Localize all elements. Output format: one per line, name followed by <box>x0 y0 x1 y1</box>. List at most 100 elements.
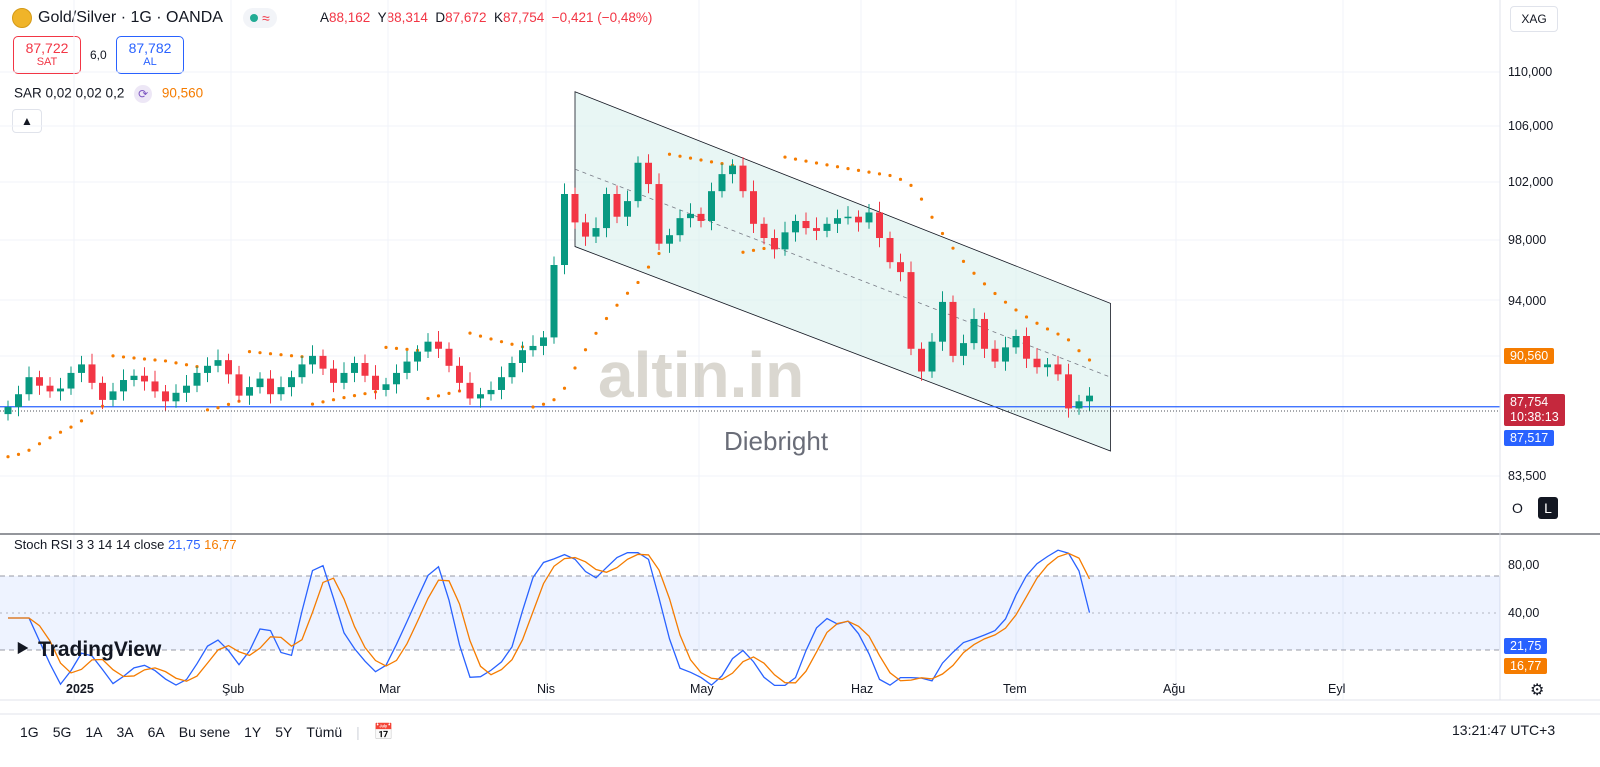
sar-dot <box>919 197 924 201</box>
sell-label: SAT <box>36 56 58 68</box>
buy-button[interactable]: 87,782 AL <box>116 36 184 74</box>
calendar-icon[interactable]: 📅 <box>373 724 394 741</box>
range-1y[interactable]: 1Y <box>244 724 262 740</box>
candle-body <box>46 385 54 392</box>
wave-icon: ≈ <box>261 10 270 26</box>
sell-button[interactable]: 87,722 SAT <box>13 36 81 74</box>
range-1a[interactable]: 1A <box>85 724 103 740</box>
candle-body <box>592 228 600 237</box>
candle-body <box>225 360 232 375</box>
symbol-header[interactable]: Gold/Silver · 1G · OANDA ≈ <box>12 8 277 28</box>
price-tick: 110,000 <box>1508 65 1553 79</box>
sar-dot <box>594 331 598 335</box>
currency-button[interactable]: XAG <box>1510 6 1558 32</box>
sar-dot <box>289 354 294 358</box>
sar-dot <box>121 355 126 359</box>
parabolic-sar <box>6 152 1092 459</box>
auto-scale-button[interactable]: L <box>1538 497 1558 519</box>
sar-dot <box>478 334 483 338</box>
candle-body <box>477 394 484 399</box>
candle-body <box>330 368 337 383</box>
candle-body <box>802 220 810 229</box>
time-tick: Haz <box>851 682 874 696</box>
range-5g[interactable]: 5G <box>52 724 72 740</box>
candle-body <box>1044 364 1051 368</box>
sell-price: 87,722 <box>25 40 69 56</box>
refresh-icon[interactable]: ⟳ <box>134 85 153 103</box>
sar-dot <box>247 350 252 354</box>
sar-dot <box>909 183 913 188</box>
range-6a[interactable]: 6A <box>147 724 165 740</box>
settings-gear-icon[interactable]: ⚙ <box>1530 682 1545 699</box>
sar-dot <box>615 303 619 307</box>
time-tick: 2025 <box>66 682 94 696</box>
author-watermark: Diebright <box>724 426 829 456</box>
candle-body <box>67 372 75 389</box>
sar-dot <box>825 163 829 167</box>
candle-body <box>361 362 369 376</box>
sar-dot <box>573 366 577 370</box>
candle-body <box>25 377 33 395</box>
sar-dot <box>111 354 115 358</box>
log-scale-button[interactable]: O <box>1512 500 1523 516</box>
sar-dot <box>384 345 388 349</box>
candle-body <box>771 238 778 250</box>
candle-body <box>550 265 558 338</box>
clock[interactable]: 13:21:47 UTC+3 <box>1452 722 1556 738</box>
candle-body <box>456 365 463 383</box>
candle-body <box>246 387 253 396</box>
candles <box>4 154 1093 421</box>
candle-body <box>109 391 117 400</box>
candle-body <box>351 362 358 373</box>
market-status[interactable]: ≈ <box>242 8 277 28</box>
candle-body <box>844 216 852 219</box>
candle-body <box>676 218 684 236</box>
candle-body <box>214 360 222 366</box>
candle-body <box>57 388 64 392</box>
range-all[interactable]: Tümü <box>306 724 343 740</box>
last-price-tag: 87,754 10:38:13 <box>1504 394 1565 426</box>
collapse-legend-button[interactable]: ▲ <box>12 109 42 133</box>
candle-body <box>235 374 243 396</box>
candle-body <box>298 364 306 378</box>
candle-body <box>204 365 211 373</box>
sar-legend[interactable]: SAR 0,02 0,02 0,2 ⟳ 90,560 <box>14 85 203 103</box>
range-5y[interactable]: 5Y <box>275 724 293 740</box>
sar-dot <box>226 402 231 406</box>
stoch-k-value: 21,75 <box>167 537 201 552</box>
candle-body <box>183 385 190 393</box>
sar-dot <box>405 347 409 351</box>
sar-dot <box>646 265 651 269</box>
candle-body <box>277 387 285 395</box>
candle-body <box>729 165 736 175</box>
sar-dot <box>352 394 357 398</box>
sar-dot <box>321 400 325 404</box>
candle-body <box>970 318 978 344</box>
stoch-legend[interactable]: Stoch RSI 3 3 14 14 close 21,75 16,77 <box>14 537 237 552</box>
sar-dot <box>1035 321 1039 325</box>
candle-body <box>1075 401 1083 409</box>
sar-dot <box>636 280 640 285</box>
sar-dot <box>930 215 934 219</box>
range-1g[interactable]: 1G <box>20 724 39 740</box>
candle-body <box>4 407 12 415</box>
candle-body <box>172 392 180 402</box>
candle-body <box>949 301 957 356</box>
candle-body <box>666 235 673 244</box>
sar-dot <box>1014 308 1018 312</box>
candle-body <box>508 362 516 378</box>
tradingview-logo[interactable]: ⯈ TradingView <box>14 638 162 661</box>
sar-dot <box>993 291 997 296</box>
candle-body <box>519 350 526 363</box>
candle-body <box>718 174 726 192</box>
candle-body <box>697 213 705 221</box>
sar-dot <box>657 251 661 256</box>
candle-body <box>487 389 495 395</box>
sar-dot <box>58 430 63 434</box>
range-ytd[interactable]: Bu sene <box>178 724 231 740</box>
price-tick: 98,000 <box>1508 233 1547 247</box>
sar-dot <box>898 177 903 181</box>
candle-body <box>823 223 831 231</box>
range-3a[interactable]: 3A <box>116 724 134 740</box>
